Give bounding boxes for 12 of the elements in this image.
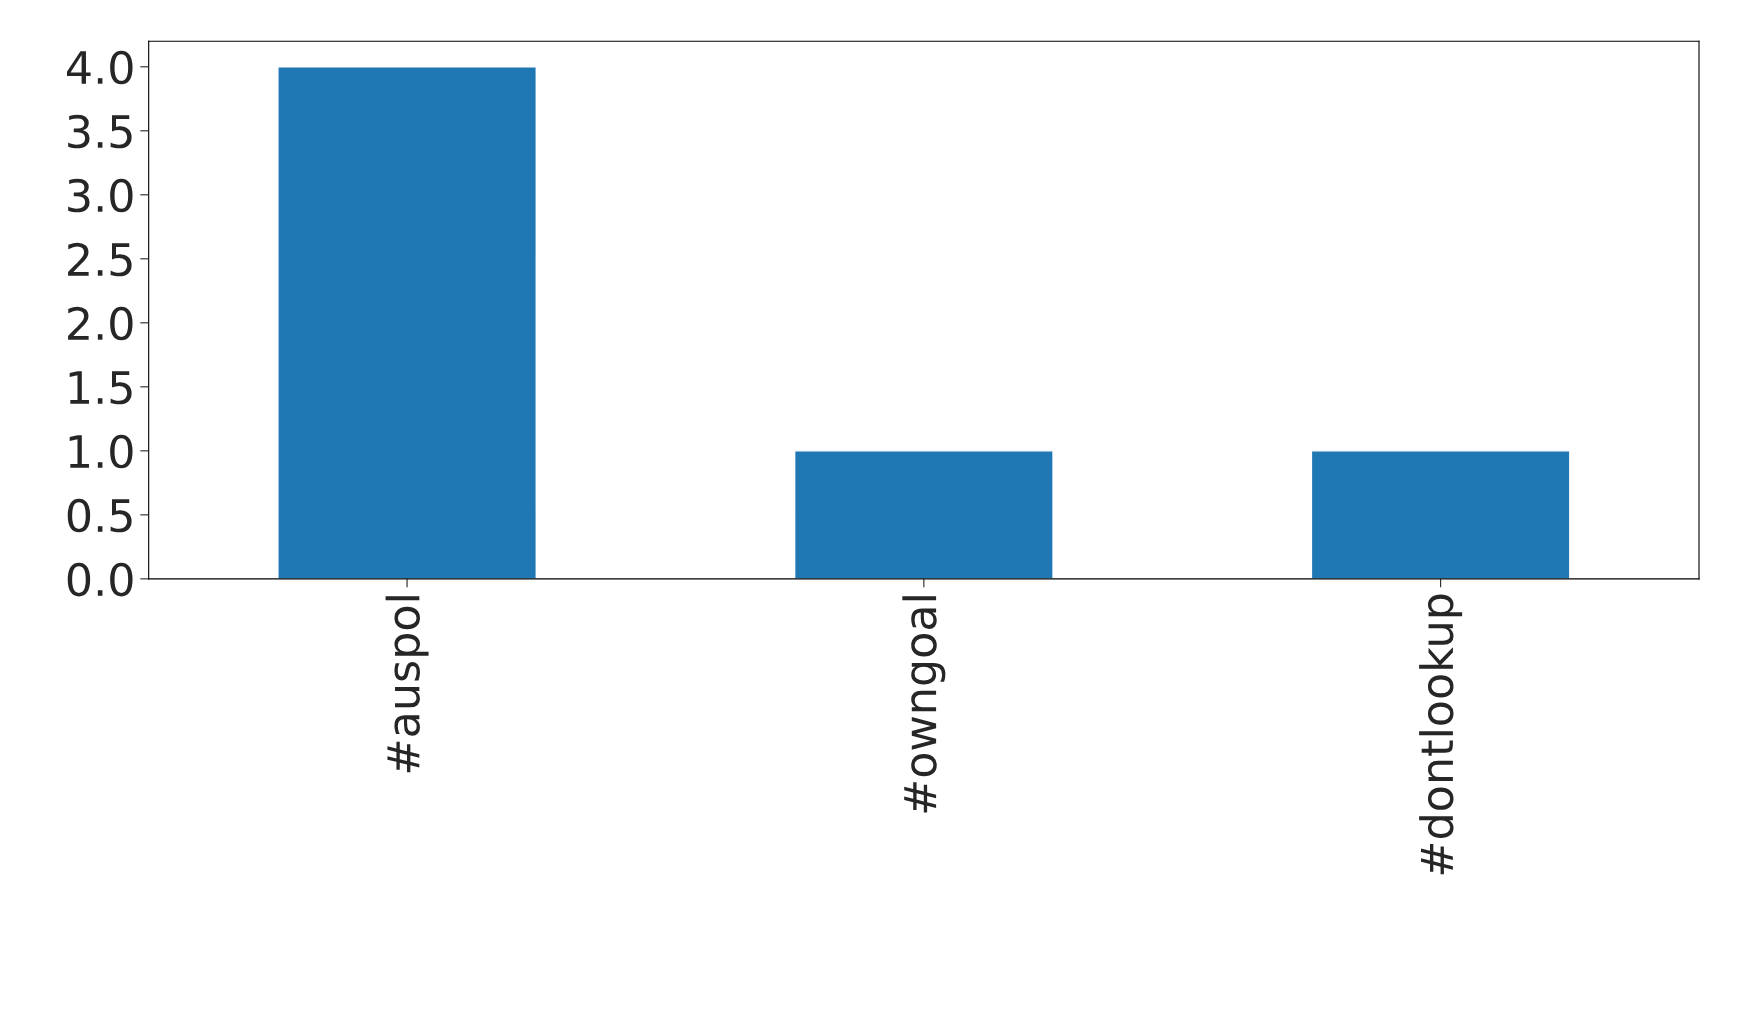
x-tick-label: #dontlookup xyxy=(1419,594,1463,875)
y-tick-label: 0.5 xyxy=(67,498,132,533)
y-tick-label: 1.5 xyxy=(69,371,132,405)
y-tick-label: 3.0 xyxy=(68,178,133,213)
y-tick-label: 3.5 xyxy=(68,114,132,149)
y-tick-label: 1.0 xyxy=(69,434,133,469)
y-tick-label: 2.0 xyxy=(68,306,133,341)
x-tick-label: #auspol xyxy=(385,596,429,773)
x-tick-label: #owngoal xyxy=(902,596,946,813)
y-tick-label: 4.0 xyxy=(66,50,133,85)
y-tick-label: 2.5 xyxy=(68,242,132,277)
y-tick-label: 0.0 xyxy=(67,562,133,597)
